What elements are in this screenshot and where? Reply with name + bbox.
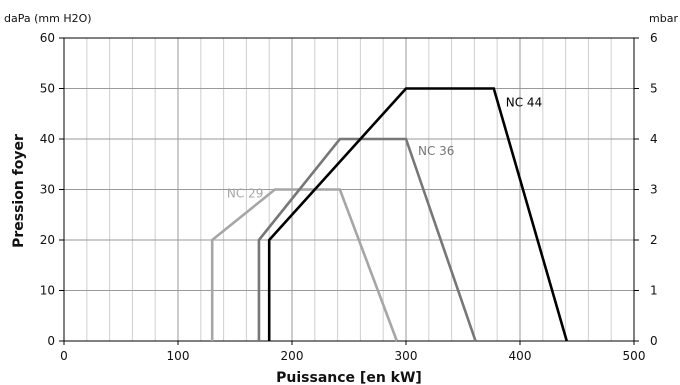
y-tick-label: 40 [40, 132, 55, 146]
series-line-nc-44 [267, 87, 568, 342]
x-axis-title: Puissance [en kW] [276, 370, 422, 385]
series-line-nc-29 [210, 188, 399, 342]
x-tick-label: 300 [395, 349, 418, 363]
series-line-nc-36 [257, 137, 477, 342]
x-tick-label: 500 [623, 349, 646, 363]
y2-tick-label: 1 [650, 284, 658, 298]
y-tick-label: 30 [40, 183, 55, 197]
x-tick-label: 400 [509, 349, 532, 363]
y-tick-label: 0 [47, 334, 55, 348]
y-right-unit: mbar [649, 12, 678, 25]
series-label-nc-36: NC 36 [418, 144, 454, 158]
x-tick-label: 0 [60, 349, 68, 363]
series-layer: NC 29 NC 36 NC 44 [210, 87, 568, 342]
y-tick-label: 10 [40, 284, 55, 298]
x-tick-label: 100 [167, 349, 190, 363]
y2-tick-label: 4 [650, 132, 658, 146]
y2-tick-label: 2 [650, 233, 658, 247]
x-tick-label: 200 [281, 349, 304, 363]
y-tick-label: 60 [40, 31, 55, 45]
y-axis-title: Pression foyer [11, 134, 27, 248]
grid-major [64, 38, 634, 341]
y2-tick-label: 6 [650, 31, 658, 45]
y2-tick-label: 3 [650, 183, 658, 197]
series-label-nc-29: NC 29 [227, 187, 263, 201]
y2-tick-label: 0 [650, 334, 658, 348]
y2-tick-label: 5 [650, 82, 658, 96]
y-tick-label: 20 [40, 233, 55, 247]
series-label-nc-44: NC 44 [506, 96, 542, 110]
ticks-layer: 0 100 200 300 400 500 0 10 20 30 40 50 60 0 1 2 3 4 5 6 [40, 31, 658, 363]
y-tick-label: 50 [40, 82, 55, 96]
y-left-unit: daPa (mm H2O) [4, 12, 92, 25]
